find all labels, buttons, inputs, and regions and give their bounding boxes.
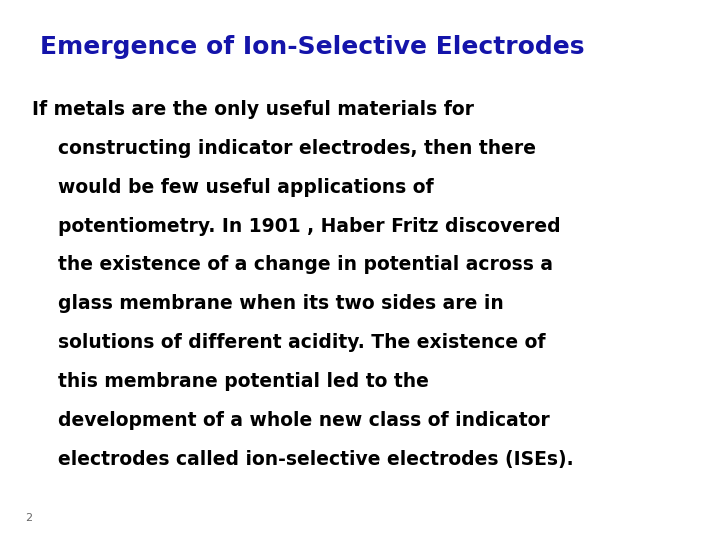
Text: If metals are the only useful materials for: If metals are the only useful materials … <box>32 100 474 119</box>
Text: glass membrane when its two sides are in: glass membrane when its two sides are in <box>32 294 504 313</box>
Text: Emergence of Ion-Selective Electrodes: Emergence of Ion-Selective Electrodes <box>40 35 584 59</box>
Text: solutions of different acidity. The existence of: solutions of different acidity. The exis… <box>32 333 546 352</box>
Text: electrodes called ion-selective electrodes (ISEs).: electrodes called ion-selective electrod… <box>32 450 574 469</box>
Text: the existence of a change in potential across a: the existence of a change in potential a… <box>32 255 554 274</box>
Text: 2: 2 <box>25 512 32 523</box>
Text: potentiometry. In 1901 , Haber Fritz discovered: potentiometry. In 1901 , Haber Fritz dis… <box>32 217 561 235</box>
Text: this membrane potential led to the: this membrane potential led to the <box>32 372 429 391</box>
Text: would be few useful applications of: would be few useful applications of <box>32 178 434 197</box>
Text: constructing indicator electrodes, then there: constructing indicator electrodes, then … <box>32 139 536 158</box>
Text: development of a whole new class of indicator: development of a whole new class of indi… <box>32 411 550 430</box>
